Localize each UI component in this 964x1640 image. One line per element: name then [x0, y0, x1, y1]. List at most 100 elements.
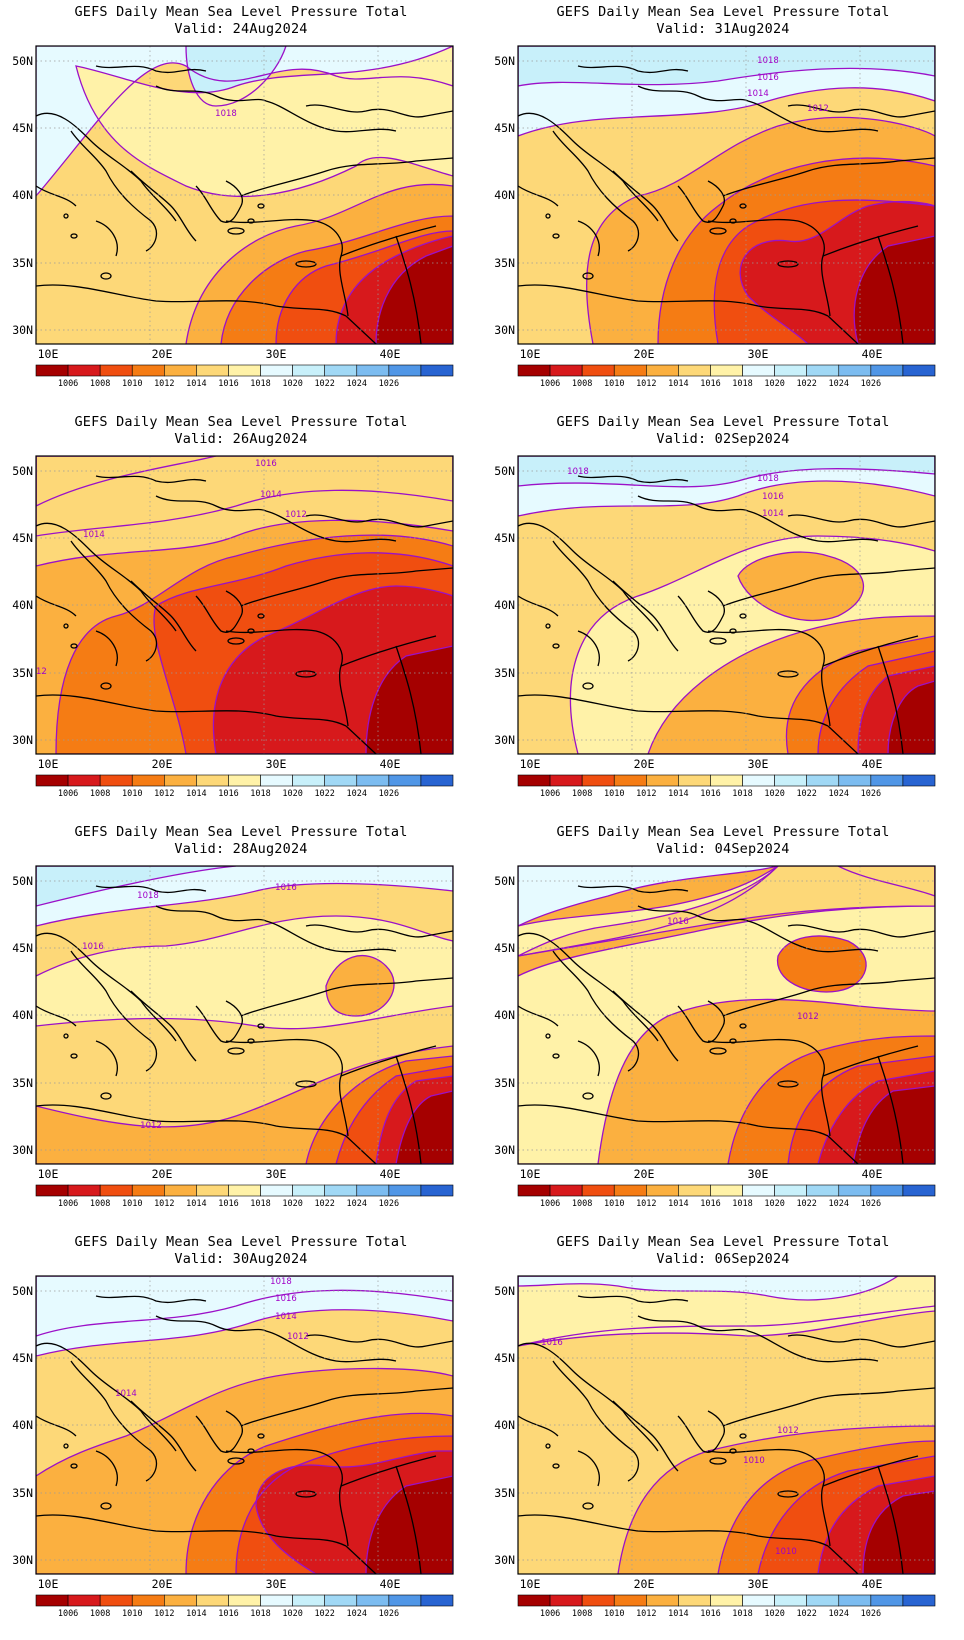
coastline — [518, 1342, 659, 1452]
island — [582, 272, 594, 280]
colorbar-tick-label: 1020 — [282, 1199, 302, 1209]
lon-tick-label: 20E — [634, 757, 655, 771]
contour-label: 1018 — [270, 1277, 292, 1287]
isobar-line — [212, 585, 453, 754]
colorbar-swatch — [388, 774, 422, 787]
coastline — [747, 510, 879, 543]
lat-tick-label: 30N — [494, 323, 515, 337]
coastline — [518, 112, 659, 222]
colorbar-swatch — [838, 1184, 872, 1197]
colorbar-tick-label: 1014 — [668, 789, 688, 799]
contour-label: 1012 — [25, 667, 47, 677]
lat-tick-label: 50N — [12, 1284, 33, 1298]
contour-label: 1010 — [743, 1456, 765, 1466]
lat-tick-label: 30N — [12, 323, 33, 337]
coastline — [787, 1334, 935, 1348]
coastlines — [36, 65, 453, 344]
colorbar-swatch — [613, 1594, 647, 1607]
island — [729, 218, 737, 224]
coastline — [95, 65, 207, 74]
colorbar-swatch — [292, 1184, 325, 1197]
lat-tick-label: 45N — [12, 941, 33, 955]
coastline — [95, 630, 118, 667]
island — [739, 1023, 747, 1029]
coastline — [240, 977, 453, 1017]
colorbar-swatch — [99, 1594, 133, 1607]
isobar-line — [569, 535, 935, 754]
pressure-zone — [777, 936, 867, 992]
colorbar-tick-label: 1010 — [604, 379, 624, 389]
island — [257, 1023, 265, 1029]
colorbar-swatch — [164, 774, 197, 787]
colorbar-swatch — [99, 1184, 133, 1197]
contour-label: 1016 — [541, 1338, 563, 1348]
island — [100, 272, 112, 280]
colorbar-tick-label: 1016 — [218, 1609, 238, 1619]
colorbar-tick-label: 1022 — [314, 1199, 334, 1209]
plot-area: 1016 1012 — [518, 866, 935, 1164]
lon-tick-label: 10E — [38, 1167, 59, 1181]
coastline — [577, 1450, 600, 1487]
colorbar-swatch — [324, 1594, 358, 1607]
colorbar-swatch — [388, 1184, 422, 1197]
island — [709, 1047, 727, 1055]
lat-tick-label: 40N — [12, 1418, 33, 1432]
colorbar-tick-label: 1018 — [250, 379, 270, 389]
coastline — [95, 475, 207, 484]
island — [247, 218, 255, 224]
pressure-zone — [366, 646, 453, 754]
colorbar-swatch — [902, 774, 936, 787]
lat-tick-label: 45N — [12, 531, 33, 545]
contour-label: 1014 — [747, 89, 769, 99]
contour-label: 1016 — [757, 73, 779, 83]
colorbar-tick-label: 1006 — [58, 379, 78, 389]
plot-frame — [35, 1275, 454, 1575]
coastline — [877, 645, 904, 754]
isobar-line — [75, 46, 453, 198]
island — [709, 637, 727, 645]
colorbar-tick-label: 1024 — [829, 1199, 849, 1209]
island — [70, 233, 78, 239]
island — [545, 1443, 551, 1449]
contour-label: 1016 — [762, 492, 784, 502]
colorbar-tick-label: 1026 — [379, 789, 399, 799]
lon-tick-label: 40E — [862, 347, 883, 361]
coastline — [612, 990, 679, 1062]
contour-label: 1012 — [285, 510, 307, 520]
colorbar-tick-label: 1020 — [764, 379, 784, 389]
isobar-line — [757, 1455, 935, 1574]
coastline — [36, 1005, 77, 1027]
coastline — [265, 1330, 397, 1363]
contour-label: 1010 — [775, 1547, 797, 1557]
coastlines — [518, 65, 935, 344]
colorbar-tick-label: 1026 — [379, 1609, 399, 1619]
island — [295, 260, 317, 268]
colorbar-swatch — [67, 1594, 101, 1607]
coastline — [155, 495, 267, 512]
contour-label: 1018 — [137, 891, 159, 901]
colorbar-swatch — [646, 774, 679, 787]
coastline — [195, 1000, 243, 1043]
map-panel-28aug: GEFS Daily Mean Sea Level Pressure Total… — [0, 820, 482, 1230]
colorbar-tick-label: 1012 — [636, 789, 656, 799]
colorbar-tick-label: 1026 — [861, 1199, 881, 1209]
colorbar-swatch — [838, 774, 872, 787]
colorbar-tick-label: 1014 — [668, 1199, 688, 1209]
colorbar-tick-label: 1020 — [764, 1199, 784, 1209]
coastline — [822, 225, 919, 257]
contour-label: 1016 — [275, 883, 297, 893]
contour-label: 1018 — [215, 109, 237, 119]
colorbar-swatch — [164, 1184, 197, 1197]
isobar-line — [787, 1055, 935, 1164]
coastline — [787, 104, 935, 118]
colorbar-swatch — [228, 364, 261, 377]
island — [295, 1080, 317, 1088]
isobar-line — [36, 866, 453, 927]
coastline — [747, 920, 879, 953]
colorbar-tick-label: 1024 — [347, 789, 367, 799]
map-panel-26aug: GEFS Daily Mean Sea Level Pressure Total… — [0, 410, 482, 820]
colorbar-tick-label: 1010 — [122, 1609, 142, 1619]
colorbar-swatch — [870, 1184, 904, 1197]
